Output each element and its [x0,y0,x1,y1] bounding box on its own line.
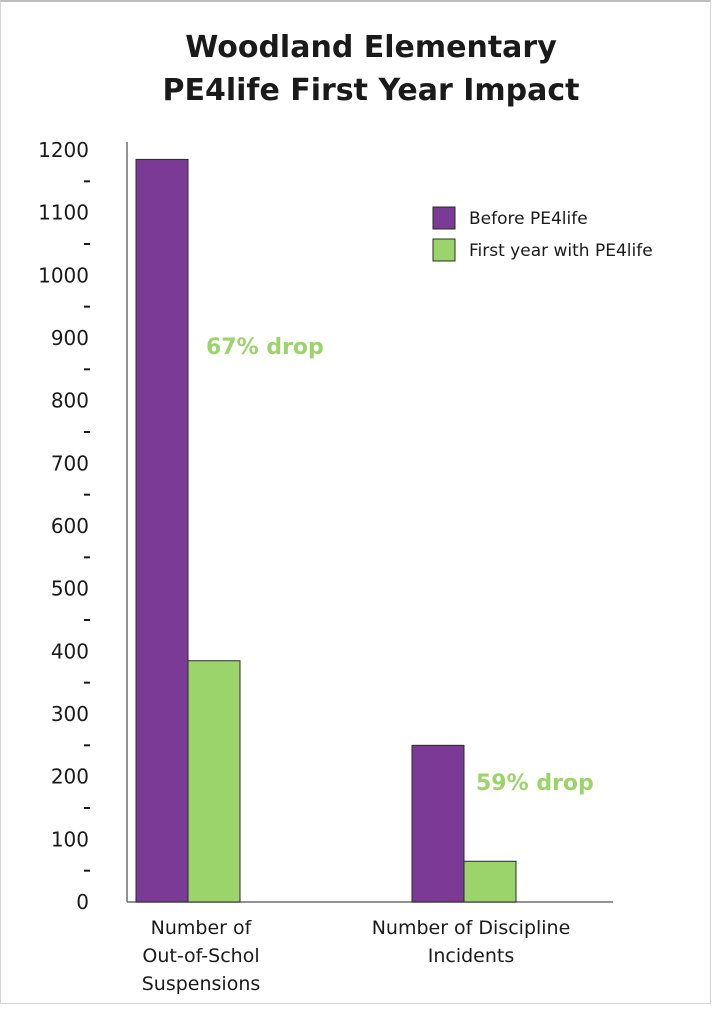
bar [463,860,517,903]
y-tick-label: 900 [51,326,89,350]
drop-annotation: 59% drop [476,771,594,796]
y-tick-label: 100 [51,827,89,851]
legend-label: First year with PE4life [469,241,653,261]
x-category-label: Number of Discipline [372,917,571,939]
legend-label: Before PE4life [469,209,588,229]
legend-swatch [432,238,456,262]
y-tick-label: 1200 [38,138,89,162]
bar [135,158,189,903]
drop-annotation: 67% drop [206,335,324,360]
y-tick-label: 300 [51,702,89,726]
y-tick-label: 600 [51,514,89,538]
y-tick-label: 0 [76,890,89,914]
chart-title-line-1: Woodland Elementary [185,30,557,65]
bar [187,660,241,903]
y-tick-label: 400 [51,639,89,663]
y-tick-label: 700 [51,451,89,475]
x-category-label: Out-of-Schol [142,945,259,967]
x-category-label: Incidents [428,945,515,967]
y-tick-label: 200 [51,765,89,789]
y-tick-label: 1000 [38,263,89,287]
y-tick-label: 1100 [38,201,89,225]
y-tick-label: 500 [51,577,89,601]
chart-title-line-2: PE4life First Year Impact [162,73,579,108]
x-category-label: Suspensions [142,973,261,995]
y-tick-label: 800 [51,389,89,413]
legend-swatch [432,206,456,230]
x-category-label: Number of [151,917,253,939]
bar [411,744,465,903]
